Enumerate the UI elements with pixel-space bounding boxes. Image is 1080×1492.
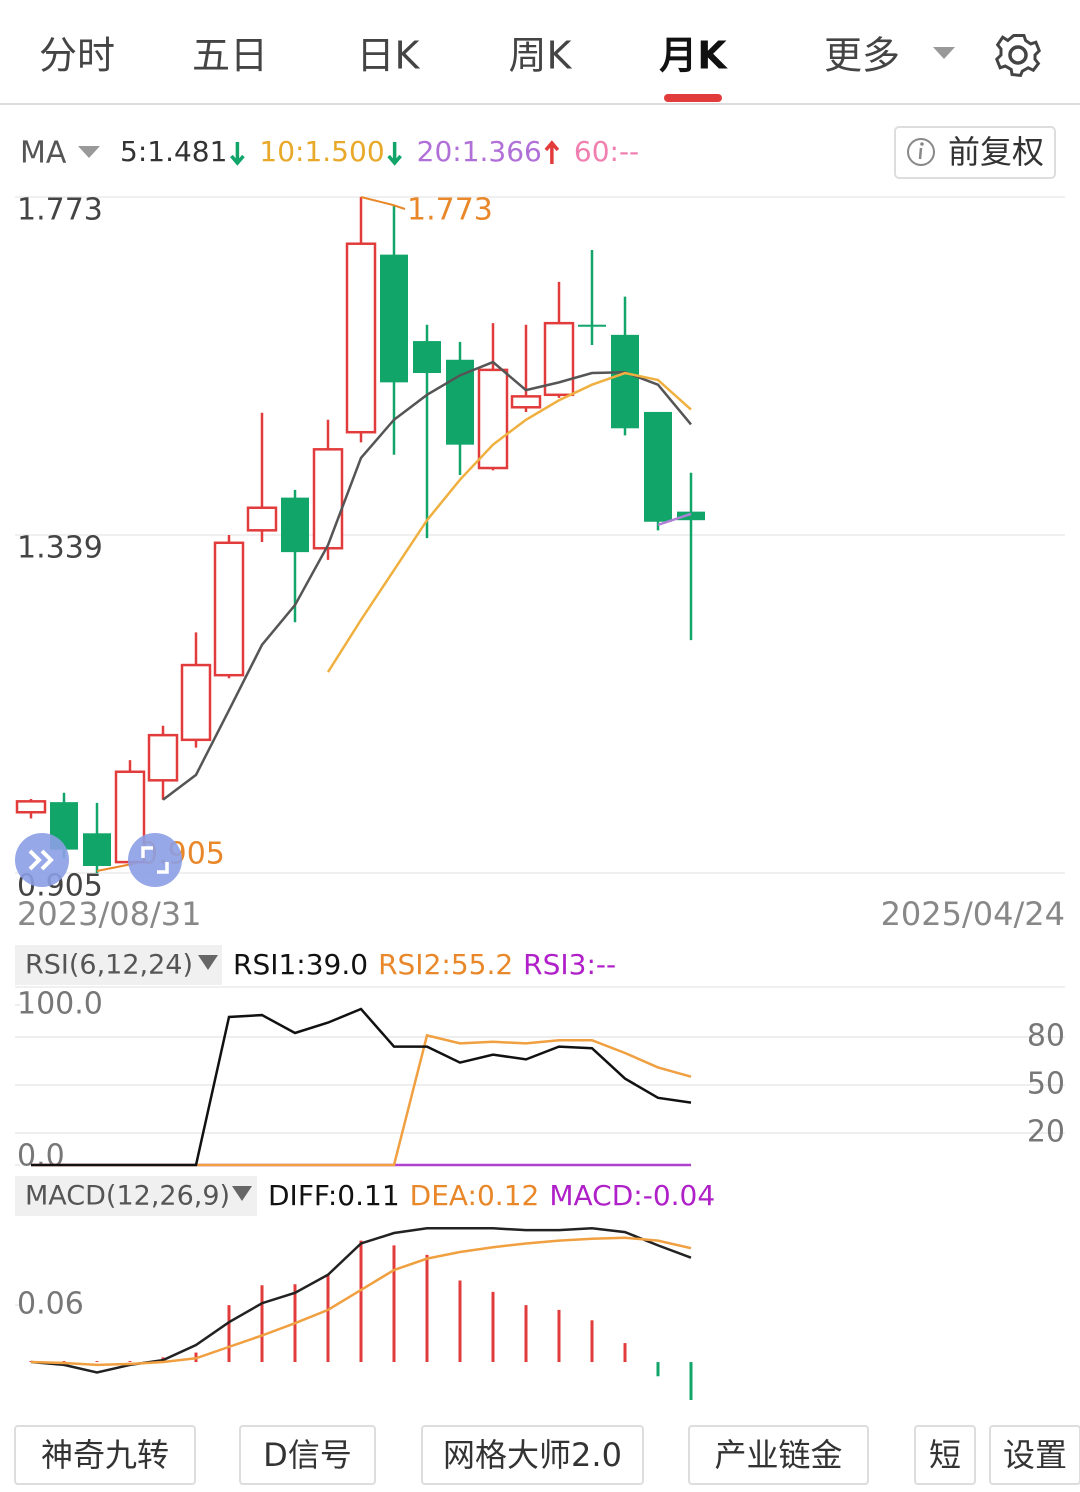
candle-body <box>345 242 377 434</box>
tool-button-label[interactable]: 网格大师2.0 <box>443 1436 622 1474</box>
y2-tick-label: 20 <box>1027 1115 1065 1150</box>
ma-line <box>657 512 692 527</box>
legend-entry: RSI2:55.2 <box>378 948 513 981</box>
candle-body <box>180 663 212 742</box>
fullscreen-button[interactable] <box>128 833 182 887</box>
x-tick-label: 2025/04/24 <box>881 895 1065 933</box>
tool-button[interactable] <box>688 1425 869 1485</box>
legend-entry: MACD:-0.04 <box>549 1179 715 1212</box>
info-icon-dot <box>920 142 924 146</box>
tool-button[interactable] <box>239 1425 376 1485</box>
candle-body <box>644 411 672 522</box>
max-pointer <box>360 196 406 210</box>
macd-line <box>30 1236 692 1367</box>
settings-icon[interactable] <box>995 33 1041 77</box>
tab[interactable]: 月K <box>659 34 728 78</box>
y-tick-label: 100.0 <box>17 987 103 1022</box>
y-tick-label: 1.773 <box>17 193 103 228</box>
legend-entry: RSI3:-- <box>523 948 616 981</box>
legend-entry: 60:-- <box>574 135 639 168</box>
y2-tick-label: 80 <box>1027 1019 1065 1054</box>
tab[interactable]: 周K <box>509 34 573 78</box>
trend-arrow <box>544 140 560 164</box>
candle-body <box>312 448 344 550</box>
info-icon <box>907 138 935 166</box>
y-tick-label: 0.06 <box>17 1287 84 1322</box>
ma-line <box>326 371 692 673</box>
legend-entry: DIFF:0.11 <box>268 1179 400 1212</box>
ma-line <box>162 360 692 801</box>
legend-entry: RSI1:39.0 <box>233 948 368 981</box>
candle-body <box>83 833 111 866</box>
indicator-name: MACD(12,26,9) <box>25 1181 230 1212</box>
y-tick-label: 1.339 <box>17 531 103 566</box>
tab[interactable]: 更多 <box>824 34 900 78</box>
candle-body <box>246 506 278 532</box>
candle-body <box>213 541 245 677</box>
fullscreen-icon <box>141 846 169 874</box>
macd-selector[interactable] <box>15 1176 257 1216</box>
tool-button-label[interactable]: 神奇九转 <box>41 1436 169 1474</box>
tab[interactable]: 五日 <box>192 34 268 78</box>
candle-body <box>477 368 509 470</box>
trend-arrow <box>230 142 245 166</box>
tool-button[interactable] <box>421 1425 644 1485</box>
ma-label: MA <box>20 136 67 171</box>
candle-body <box>380 254 408 383</box>
max-annotation: 1.773 <box>407 193 493 228</box>
trend-arrow <box>387 142 402 166</box>
candle-body <box>510 395 542 409</box>
macd-dropdown[interactable] <box>232 1186 252 1201</box>
ma-dropdown[interactable] <box>78 146 100 158</box>
expand-button[interactable] <box>15 833 69 887</box>
candle-body <box>413 341 441 374</box>
rsi-line <box>31 1007 692 1167</box>
candle-body <box>578 324 606 327</box>
active-tab-indicator <box>664 94 722 102</box>
legend-entry: DEA:0.12 <box>410 1179 540 1212</box>
more-dropdown <box>933 47 955 59</box>
info-icon-stem <box>918 147 923 160</box>
candle-body <box>446 359 474 445</box>
tool-button-label[interactable]: 设置 <box>1003 1436 1067 1474</box>
candle-body <box>611 334 639 429</box>
legend-entry: 5:1.481 <box>120 135 227 168</box>
candle-body <box>147 733 179 782</box>
expand-icon <box>28 849 54 871</box>
candle-body <box>677 511 705 521</box>
candle-body <box>15 800 47 814</box>
x-tick-label: 2023/08/31 <box>17 895 201 933</box>
tool-button-label[interactable]: 短 <box>929 1436 961 1474</box>
tool-button[interactable] <box>914 1425 976 1485</box>
adjust-label[interactable]: 前复权 <box>948 133 1044 171</box>
legend-entry: 10:1.500 <box>259 135 384 168</box>
tool-button[interactable] <box>989 1425 1080 1485</box>
tool-button-label[interactable]: D信号 <box>263 1436 352 1474</box>
candle-body <box>281 497 309 553</box>
rsi-selector[interactable] <box>15 945 222 985</box>
indicator-name: RSI(6,12,24) <box>25 950 193 981</box>
rsi-dropdown[interactable] <box>198 955 218 970</box>
y-tick-label: 0.0 <box>17 1139 65 1174</box>
tool-button[interactable] <box>14 1425 196 1485</box>
legend-entry: 20:1.366 <box>417 135 542 168</box>
tab[interactable]: 分时 <box>39 34 115 78</box>
y2-tick-label: 50 <box>1027 1067 1065 1102</box>
tool-button-label[interactable]: 产业链金 <box>714 1436 842 1474</box>
adjust-button[interactable] <box>894 126 1056 179</box>
tab[interactable]: 日K <box>357 34 421 78</box>
